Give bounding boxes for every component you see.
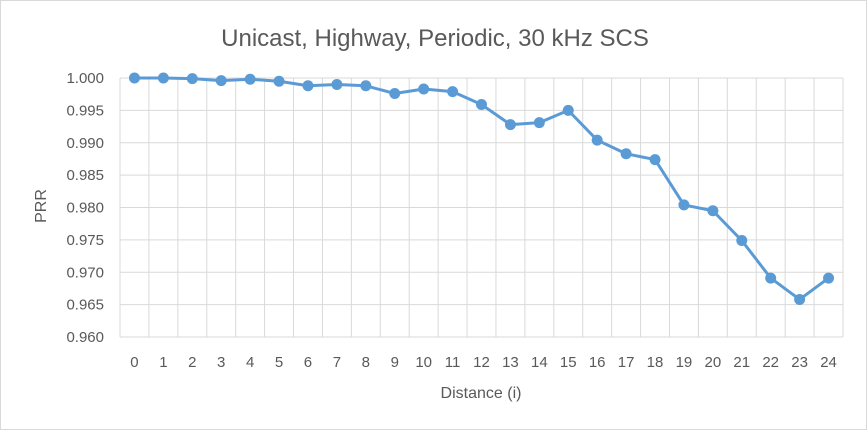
x-tick-label: 7: [333, 354, 341, 371]
x-tick-label: 3: [217, 354, 225, 371]
x-tick-label: 9: [391, 354, 399, 371]
x-tick-label: 8: [362, 354, 370, 371]
x-tick-label: 13: [502, 354, 519, 371]
y-axis-ticks: 0.960 0.965 0.970 0.975 0.980 0.985 0.990 0.995…: [66, 70, 104, 346]
data-point: [273, 75, 285, 87]
y-tick-label: 0.970: [66, 264, 104, 281]
data-point: [157, 72, 169, 84]
y-tick-label: 0.995: [66, 102, 104, 119]
x-tick-label: 23: [791, 354, 808, 371]
y-tick-label: 0.985: [66, 167, 104, 184]
x-tick-label: 5: [275, 354, 283, 371]
data-point: [504, 119, 516, 131]
data-point: [649, 154, 661, 166]
x-tick-label: 15: [560, 354, 577, 371]
data-point: [591, 134, 603, 146]
y-axis-title: PRR: [33, 189, 50, 223]
x-tick-label: 17: [618, 354, 635, 371]
x-tick-label: 4: [246, 354, 254, 371]
data-point: [418, 83, 430, 95]
gridlines: [119, 77, 844, 338]
x-tick-label: 1: [159, 354, 167, 371]
x-axis-title: Distance (i): [441, 385, 522, 402]
data-point: [823, 272, 835, 284]
x-tick-label: 14: [531, 354, 548, 371]
y-tick-label: 0.990: [66, 135, 104, 152]
data-point: [533, 117, 545, 129]
data-point: [620, 148, 632, 160]
data-point: [302, 80, 314, 92]
data-point: [794, 293, 806, 305]
y-tick-label: 1.000: [66, 70, 104, 87]
x-tick-label: 21: [733, 354, 750, 371]
x-tick-label: 22: [762, 354, 779, 371]
data-point: [678, 199, 690, 211]
data-point: [186, 73, 198, 85]
data-point: [476, 99, 487, 111]
x-tick-label: 2: [188, 354, 196, 371]
data-point: [389, 88, 401, 100]
x-tick-label: 10: [415, 354, 432, 371]
data-point: [128, 72, 140, 84]
chart-title: Unicast, Highway, Periodic, 30 kHz SCS: [221, 25, 649, 52]
x-axis-ticks: 0 1 2 3 4 5 6 7 8 9 10 11 12 13 14 15 16 17 18 19 20 21 22 23 24: [130, 354, 837, 371]
y-tick-label: 0.975: [66, 232, 104, 249]
data-point: [360, 80, 372, 92]
data-point: [447, 86, 459, 98]
data-point: [765, 272, 777, 284]
y-tick-label: 0.960: [66, 329, 104, 346]
x-tick-label: 6: [304, 354, 312, 371]
data-point: [244, 73, 256, 85]
series-layer: [128, 72, 835, 305]
series-line: [134, 76, 830, 301]
x-tick-label: 0: [130, 354, 138, 371]
x-tick-label: 24: [820, 354, 837, 371]
data-point: [215, 75, 227, 87]
x-tick-label: 12: [473, 354, 490, 371]
data-point: [562, 104, 574, 116]
y-tick-label: 0.980: [66, 200, 104, 217]
data-point: [736, 235, 748, 247]
x-tick-label: 16: [589, 354, 606, 371]
data-point: [331, 78, 343, 90]
data-point: [707, 205, 719, 217]
x-tick-label: 20: [705, 354, 722, 371]
x-tick-label: 19: [676, 354, 693, 371]
x-tick-label: 18: [647, 354, 664, 371]
x-tick-label: 11: [445, 354, 461, 371]
y-tick-label: 0.965: [66, 297, 104, 314]
